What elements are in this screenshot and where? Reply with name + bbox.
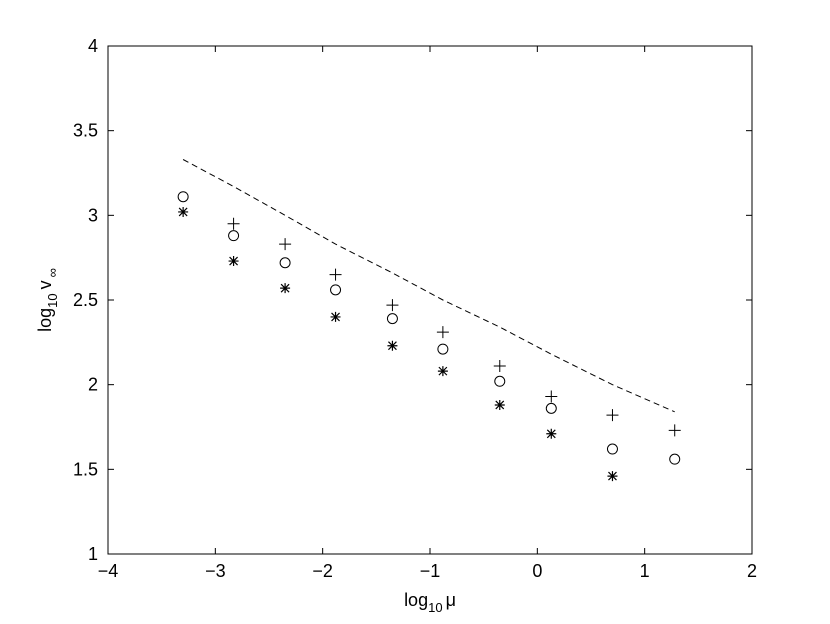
plus-point [606, 409, 619, 422]
y-tick-label: 3 [88, 205, 98, 225]
plus-point [545, 390, 558, 403]
dashed-series-line [182, 159, 675, 413]
asterisk-point [228, 256, 239, 267]
x-tick-label: 0 [532, 561, 542, 581]
circle-point [494, 375, 506, 387]
plus-point [436, 326, 449, 339]
y-axis-label: log10v∞ [35, 268, 60, 332]
plus-point [668, 424, 681, 437]
asterisk-point [607, 471, 618, 482]
circle-point [330, 284, 342, 296]
plus-point [227, 217, 240, 230]
y-tick-label: 1 [88, 544, 98, 564]
asterisk-point [280, 283, 291, 294]
x-tick-label: 1 [640, 561, 650, 581]
asterisk-point [330, 311, 341, 322]
circle-point [228, 230, 240, 242]
x-tick-label: −1 [420, 561, 441, 581]
circle-point [177, 191, 189, 203]
x-tick-label: −4 [98, 561, 119, 581]
y-tick-label: 3.5 [73, 121, 98, 141]
asterisk-point [494, 399, 505, 410]
x-tick-label: −2 [312, 561, 333, 581]
plus-point [493, 360, 506, 373]
plus-point [279, 238, 292, 251]
circle-point [545, 402, 557, 414]
asterisk-point [546, 428, 557, 439]
y-tick-label: 2.5 [73, 290, 98, 310]
asterisk-point [387, 340, 398, 351]
circle-point [669, 453, 681, 465]
plus-point [386, 299, 399, 312]
circle-point [437, 343, 449, 355]
series-layer [177, 159, 681, 482]
circle-point [386, 313, 398, 325]
ticks-layer: −4 −3 −2 −1 0 1 2 1 1.5 2 2.5 3 3.5 4 [73, 36, 757, 581]
circle-point [606, 443, 618, 455]
y-tick-label: 4 [88, 36, 98, 56]
plot-area [107, 45, 753, 555]
plot-frame [107, 45, 753, 555]
y-tick-label: 2 [88, 375, 98, 395]
x-tick-label: 2 [747, 561, 757, 581]
asterisk-point [437, 366, 448, 377]
circle-point [279, 257, 291, 269]
asterisk-point [178, 206, 189, 217]
y-tick-label: 1.5 [73, 459, 98, 479]
plus-point [329, 268, 342, 281]
x-axis-label: log10 μ [404, 590, 456, 615]
x-tick-label: −3 [205, 561, 226, 581]
